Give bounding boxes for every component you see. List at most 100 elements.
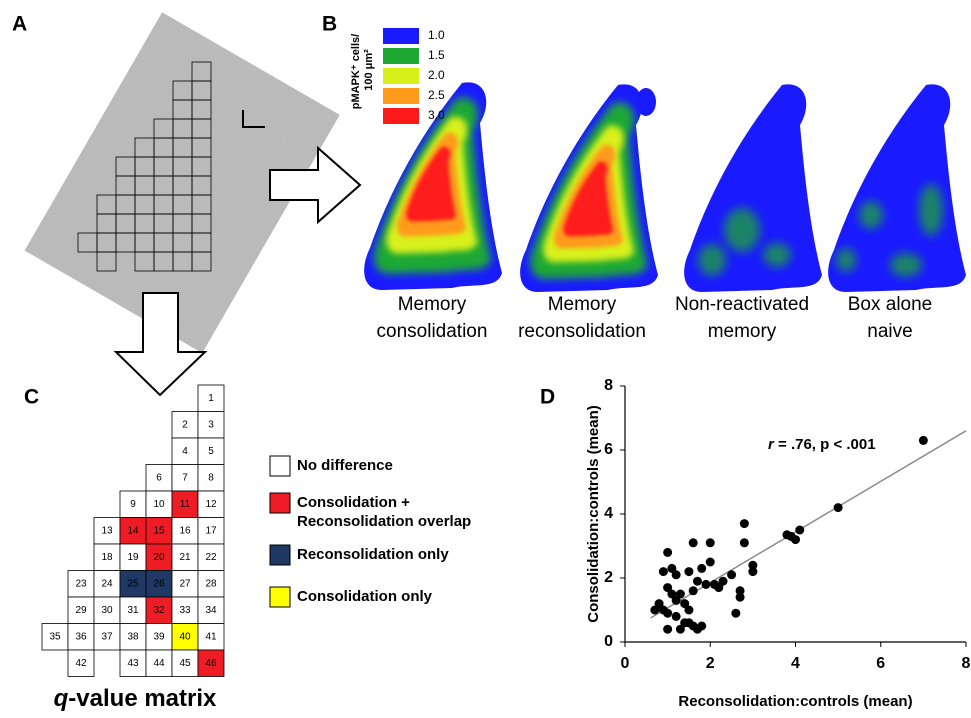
rest-part: -value matrix xyxy=(68,685,217,712)
data-point xyxy=(740,538,749,547)
legend-swatch xyxy=(270,545,290,565)
matrix-cell-label: 45 xyxy=(179,658,191,669)
heatmap-layer xyxy=(836,248,856,272)
legend-line: Consolidation + xyxy=(297,494,410,511)
panel-label: B xyxy=(322,13,337,36)
matrix-cell-label: 28 xyxy=(205,579,217,590)
italic-part: q xyxy=(54,685,69,712)
matrix-cell-label: 12 xyxy=(205,499,217,510)
caption-line: reconsolidation xyxy=(518,321,646,342)
matrix-cell-label: 6 xyxy=(156,473,162,484)
y-tick-label: 8 xyxy=(604,377,613,394)
legend-swatch xyxy=(383,48,419,64)
data-point xyxy=(684,618,693,627)
matrix-cell-label: 35 xyxy=(49,632,61,643)
data-point xyxy=(676,625,685,634)
heatmap-caption: Memoryconsolidation xyxy=(377,294,488,342)
data-point xyxy=(697,622,706,631)
y-tick-label: 4 xyxy=(604,505,613,522)
legend-swatch xyxy=(383,88,419,104)
panel-label: D xyxy=(540,386,555,409)
heatmap-layer xyxy=(859,201,883,229)
matrix-cell-label: 22 xyxy=(205,552,217,563)
caption-line: Non-reactivated xyxy=(675,294,809,315)
panel-label: C xyxy=(24,386,39,409)
matrix-cell-label: 21 xyxy=(179,552,191,563)
heatmap-layer xyxy=(890,253,922,277)
matrix-cell-label: 8 xyxy=(208,473,214,484)
matrix-cell-label: 30 xyxy=(101,605,113,616)
data-point xyxy=(710,580,719,589)
heatmap-caption: Non-reactivated memory xyxy=(675,294,809,342)
annotation: r = .76, p < .001 xyxy=(768,436,876,453)
heatmap-layer xyxy=(698,244,726,276)
legend-title-line: pMAPK⁺ cells/ xyxy=(350,34,362,110)
data-point xyxy=(834,503,843,512)
matrix-cell-label: 26 xyxy=(153,579,165,590)
data-point xyxy=(663,625,672,634)
heatmap-layer xyxy=(724,208,760,252)
matrix-title: q-value matrix xyxy=(54,685,217,712)
legend-swatch xyxy=(383,68,419,84)
legend-line: No difference xyxy=(297,457,393,474)
data-point xyxy=(663,609,672,618)
legend-label: 3.0 xyxy=(428,108,445,122)
matrix-cell-label: 5 xyxy=(208,446,214,457)
caption-line: memory xyxy=(708,321,777,342)
matrix-cell-label: 7 xyxy=(182,473,188,484)
data-point xyxy=(736,593,745,602)
matrix-cell-label: 31 xyxy=(127,605,139,616)
legend-label: 1.0 xyxy=(428,28,445,42)
matrix-cell-label: 34 xyxy=(205,605,217,616)
legend-swatch xyxy=(383,28,419,44)
data-point xyxy=(706,558,715,567)
caption-line: Memory xyxy=(548,294,617,315)
legend-swatch xyxy=(270,493,290,513)
legend-label: No difference xyxy=(297,457,393,474)
data-point xyxy=(731,609,740,618)
data-point xyxy=(680,599,689,608)
data-point xyxy=(727,570,736,579)
matrix-cell-label: 38 xyxy=(127,632,139,643)
matrix-cell-label: 11 xyxy=(180,499,191,510)
matrix-cell-label: 14 xyxy=(127,526,139,537)
data-point xyxy=(795,526,804,535)
y-tick-label: 2 xyxy=(604,569,613,586)
q-value-matrix: 1234567891011121314151617181920212223242… xyxy=(42,385,471,677)
matrix-cell-label: 10 xyxy=(153,499,165,510)
data-point xyxy=(697,564,706,573)
data-point xyxy=(659,567,668,576)
trend-line xyxy=(651,431,966,618)
data-point xyxy=(791,535,800,544)
legend-label: Consolidation +Reconsolidation overlap xyxy=(297,494,471,530)
x-tick-label: 2 xyxy=(706,655,715,672)
matrix-cell-label: 18 xyxy=(101,552,113,563)
heatmaps xyxy=(364,82,966,292)
matrix-cell-label: 32 xyxy=(153,605,165,616)
x-tick-label: 8 xyxy=(962,655,971,672)
data-point xyxy=(650,606,659,615)
data-point xyxy=(701,580,710,589)
data-point xyxy=(919,436,928,445)
matrix-cell-label: 19 xyxy=(127,552,139,563)
data-point xyxy=(684,567,693,576)
data-point xyxy=(782,530,791,539)
heatmap xyxy=(828,84,966,292)
legend-line: Consolidation only xyxy=(297,588,433,605)
matrix-cell-label: 1 xyxy=(208,393,214,404)
data-point xyxy=(706,538,715,547)
data-point xyxy=(663,548,672,557)
matrix-cell-label: 25 xyxy=(127,579,139,590)
rest-part: = .76, p < .001 xyxy=(774,436,876,453)
matrix-cell-label: 44 xyxy=(153,658,165,669)
scatter-plot: 0246802468Reconsolidation:controls (mean… xyxy=(585,377,971,710)
matrix-cell-label: 37 xyxy=(101,632,113,643)
heatmap-layer xyxy=(919,184,943,236)
matrix-cell-label: 36 xyxy=(75,632,87,643)
legend-label: 2.5 xyxy=(428,88,445,102)
data-point xyxy=(748,567,757,576)
matrix-cell-label: 2 xyxy=(182,420,188,431)
data-point xyxy=(689,586,698,595)
caption-line: Box alone xyxy=(848,294,933,315)
y-tick-label: 6 xyxy=(604,441,613,458)
